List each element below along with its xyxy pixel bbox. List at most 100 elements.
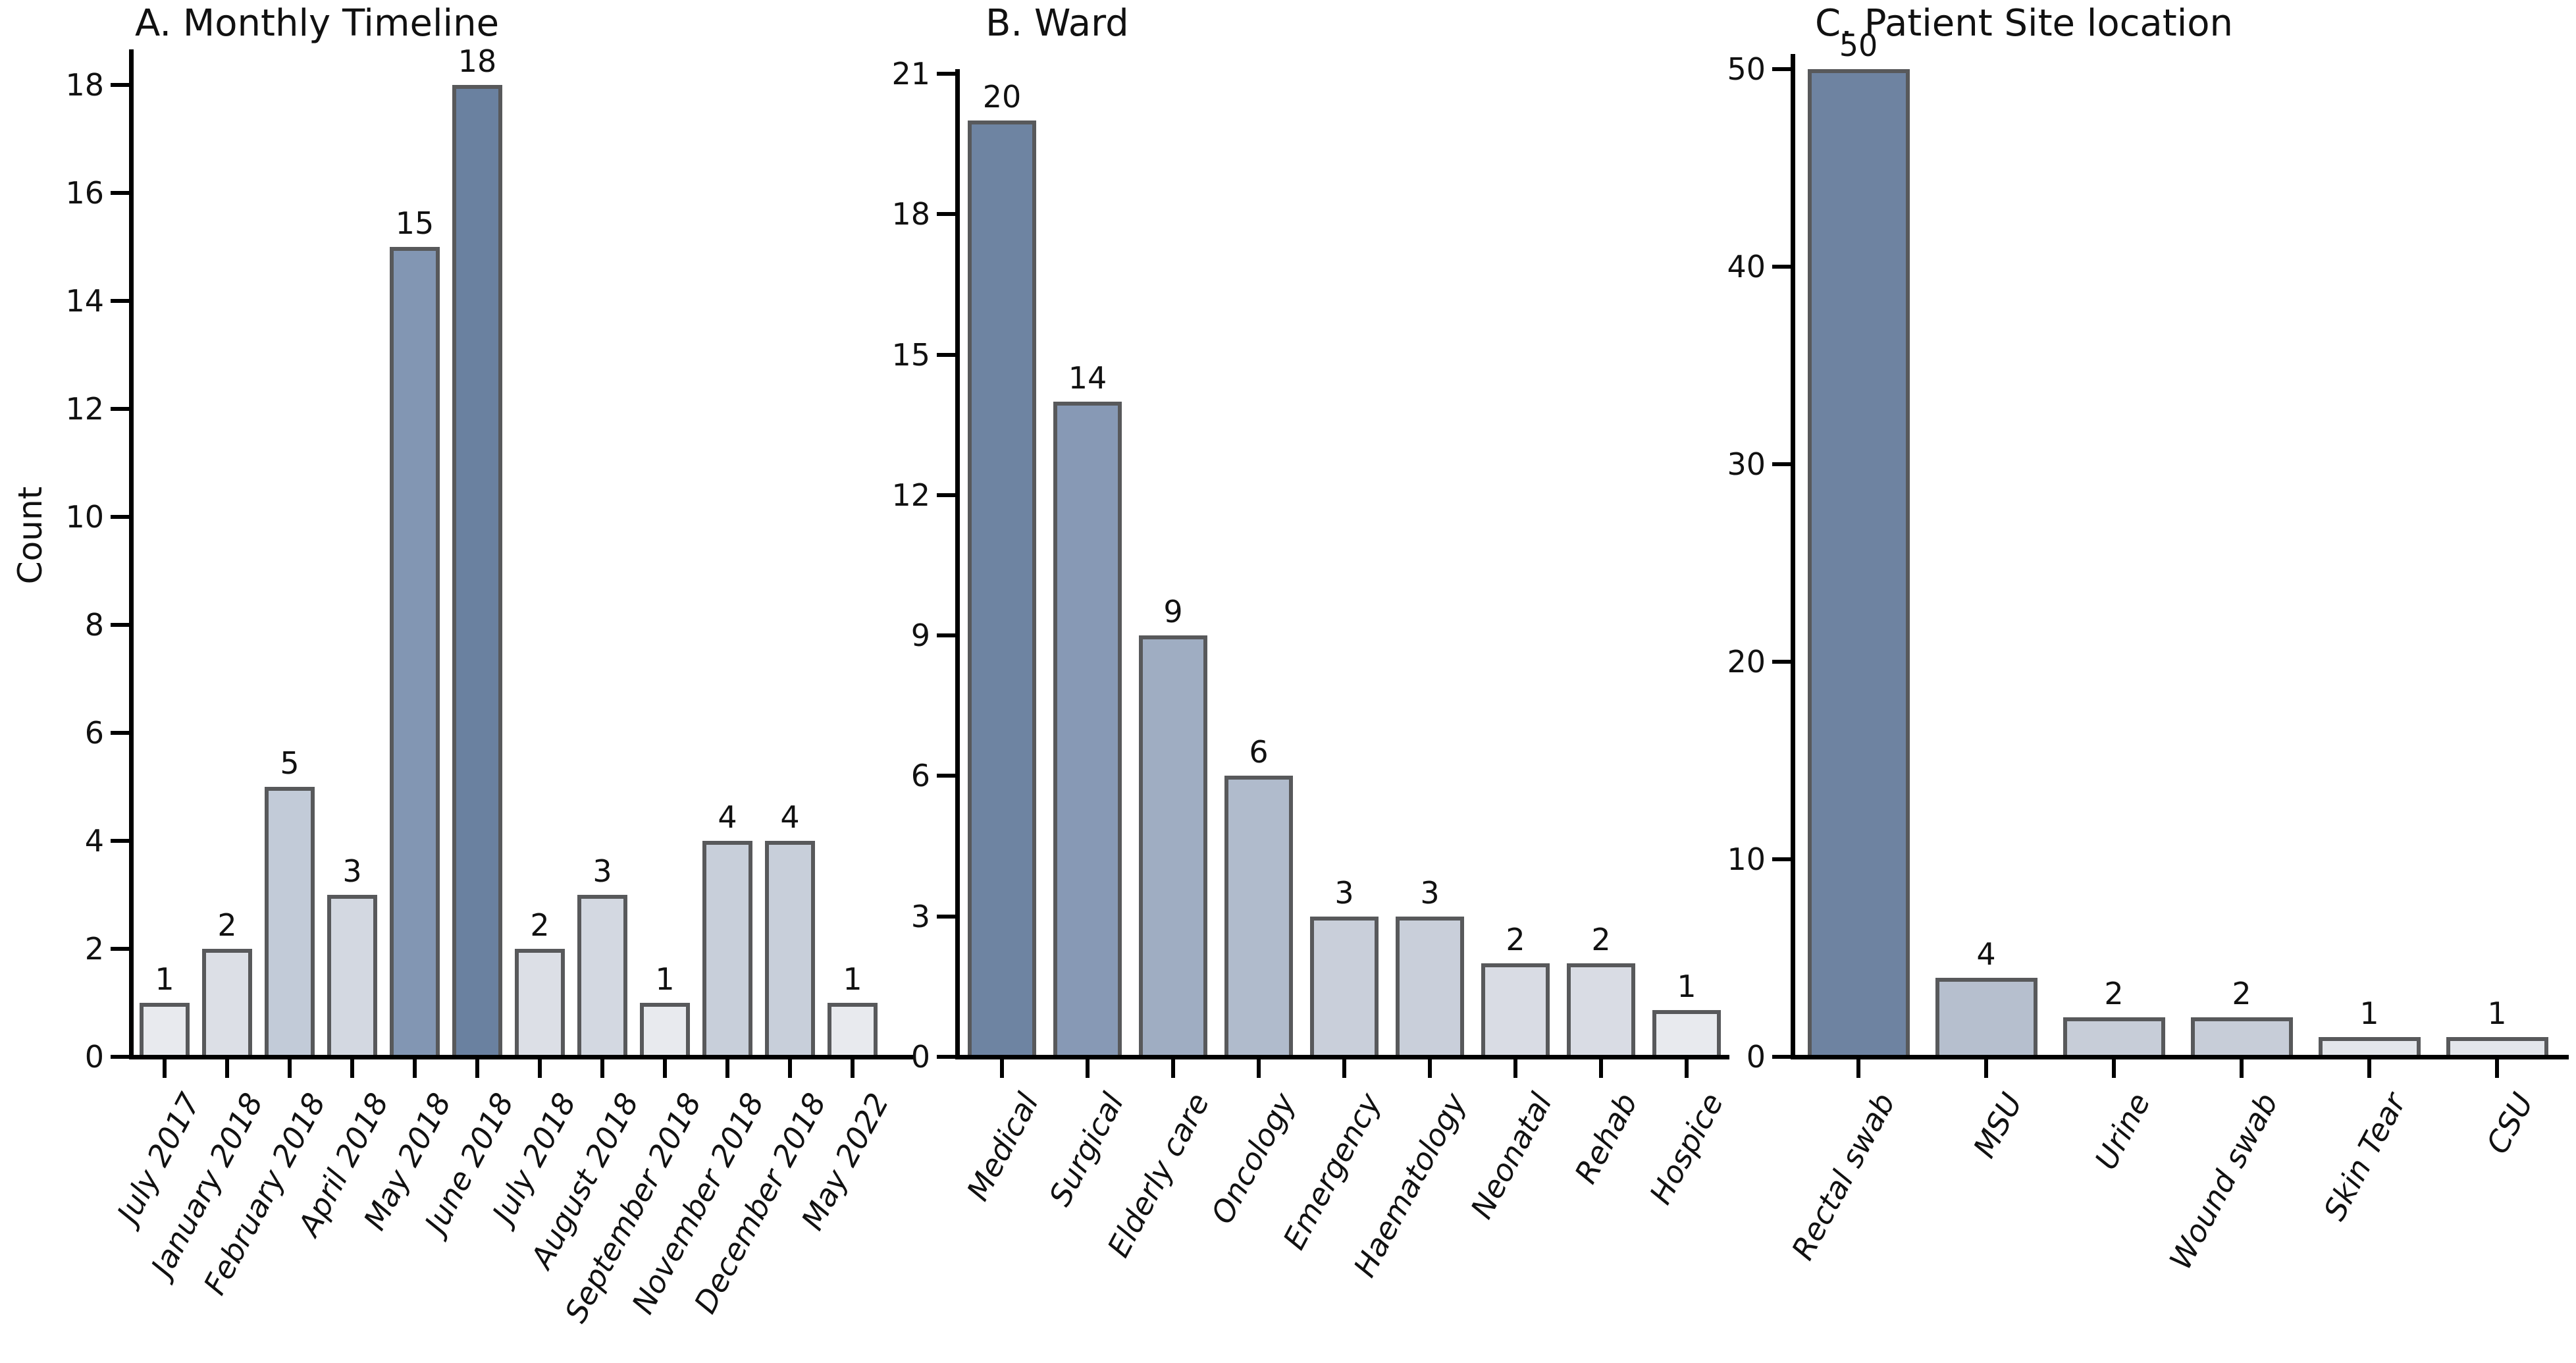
panel-a-ytick-label: 2	[84, 931, 104, 967]
panel-a-xtick	[851, 1059, 854, 1078]
panel-b-xtick-label: Surgical	[1042, 1087, 1131, 1212]
panel-a-ytick	[111, 1055, 129, 1059]
panel-b-bar-value: 1	[1677, 969, 1696, 1004]
panel-a-bar	[327, 895, 377, 1059]
panel-a-bar-value: 4	[780, 799, 800, 835]
panel-a-ytick-label: 14	[65, 283, 104, 319]
panel-c-xtick	[1856, 1059, 1860, 1078]
panel-b-ytick	[937, 72, 955, 76]
panel-b-bar-value: 2	[1506, 922, 1525, 957]
panel-c-bar-value: 1	[2359, 996, 2379, 1031]
panel-b-bar-value: 6	[1249, 734, 1269, 770]
panel-a-ytick-label: 16	[65, 175, 104, 211]
panel-a-bar	[140, 1003, 190, 1059]
panel-c-xtick-label: Skin Tear	[2316, 1087, 2413, 1227]
panel-a-x-axis	[129, 1055, 915, 1059]
panel-c-xtick	[1984, 1059, 1988, 1078]
panel-b-xtick	[1599, 1059, 1603, 1078]
panel-a-bar	[265, 787, 315, 1059]
panel-a-bar-value: 1	[155, 961, 174, 997]
panel-c-xtick	[2112, 1059, 2116, 1078]
panel-a-xtick	[600, 1059, 604, 1078]
panel-a-ytick-label: 6	[84, 715, 104, 751]
panel-b-bar	[1481, 963, 1550, 1059]
panel-a-bar	[702, 841, 752, 1059]
panel-b-title: B. Ward	[986, 2, 1129, 45]
panel-c-bar-value: 4	[1976, 936, 1996, 972]
panel-b-ytick	[937, 353, 955, 357]
panel-a-bar	[515, 949, 565, 1059]
panel-b-ytick	[937, 633, 955, 637]
panel-b-xtick	[1000, 1059, 1004, 1078]
panel-b-ytick	[937, 212, 955, 216]
panel-a-ytick	[111, 731, 129, 735]
panel-b-xtick	[1685, 1059, 1689, 1078]
panel-b-xtick-label: Oncology	[1203, 1087, 1302, 1230]
panel-b-xtick-label: Hospice	[1642, 1087, 1730, 1210]
panel-c-xtick	[2495, 1059, 2499, 1078]
panel-b-bar	[1224, 776, 1293, 1059]
panel-c-ytick-label: 30	[1727, 446, 1766, 482]
panel-b-ytick-label: 3	[910, 899, 930, 934]
panel-a-bar	[202, 949, 252, 1059]
panel-b-bar-value: 20	[982, 79, 1022, 115]
panel-c-xtick-label: CSU	[2479, 1087, 2540, 1160]
y-axis-label: Count	[11, 486, 49, 585]
panel-c-bar	[1808, 69, 1910, 1059]
panel-a-title: A. Monthly Timeline	[135, 2, 500, 45]
panel-b-bar-value: 3	[1334, 875, 1354, 911]
panel-c-bar-value: 2	[2232, 976, 2251, 1011]
panel-b-ytick-label: 18	[891, 196, 930, 232]
panel-c-xtick-label: Urine	[2088, 1087, 2157, 1175]
panel-a-ytick	[111, 83, 129, 87]
panel-c-xtick-label: Rectal swab	[1784, 1087, 1902, 1266]
panel-c-ytick-label: 40	[1727, 249, 1766, 284]
panel-b-xtick	[1342, 1059, 1346, 1078]
panel-b-bar-value: 9	[1163, 594, 1183, 629]
panel-a-ytick	[111, 623, 129, 627]
panel-a-ytick	[111, 515, 129, 519]
panel-c-x-axis	[1791, 1055, 2569, 1059]
panel-a-xtick	[288, 1059, 292, 1078]
panel-c-ytick-label: 10	[1727, 842, 1766, 877]
panel-b-ytick-label: 21	[891, 56, 930, 92]
panel-a-bar-value: 1	[655, 961, 675, 997]
panel-c-ytick	[1772, 857, 1791, 861]
panel-b-bar	[1053, 402, 1122, 1059]
panel-a-bar-value: 3	[342, 853, 362, 889]
panel-b-xtick	[1513, 1059, 1517, 1078]
panel-c-xtick-label: MSU	[1966, 1087, 2030, 1163]
panel-b-xtick	[1171, 1059, 1175, 1078]
panel-b-ytick-label: 6	[910, 758, 930, 793]
panel-c-ytick	[1772, 462, 1791, 466]
panel-a-bar-value: 2	[217, 907, 237, 943]
panel-a-bar-value: 3	[592, 853, 612, 889]
panel-a-bar	[452, 85, 502, 1059]
panel-a-bar-value: 5	[280, 745, 300, 781]
panel-c-bar-value: 50	[1839, 28, 1878, 63]
panel-c-ytick-label: 20	[1727, 644, 1766, 680]
panel-c-ytick	[1772, 660, 1791, 664]
panel-c-bar	[1935, 978, 2037, 1059]
panel-c-ytick-label: 0	[1746, 1039, 1766, 1075]
panel-a-xtick	[225, 1059, 229, 1078]
panel-b-ytick	[937, 1055, 955, 1059]
panel-c-xtick	[2367, 1059, 2371, 1078]
panel-a-xtick	[350, 1059, 354, 1078]
panel-a-ytick-label: 10	[65, 499, 104, 535]
panel-b-y-axis	[955, 69, 960, 1059]
panel-a-bar	[828, 1003, 878, 1059]
panel-a-ytick	[111, 191, 129, 195]
panel-a-ytick-label: 0	[84, 1039, 104, 1075]
panel-c-xtick-label: Wound swab	[2162, 1087, 2285, 1275]
panel-b-bar	[968, 120, 1036, 1059]
panel-b-ytick-label: 0	[910, 1039, 930, 1075]
panel-b-ytick	[937, 493, 955, 497]
panel-c-ytick-label: 50	[1727, 51, 1766, 87]
panel-a-ytick	[111, 299, 129, 303]
panel-b-bar-value: 2	[1591, 922, 1611, 957]
panel-b-bar-value: 3	[1420, 875, 1440, 911]
panel-b-bar-value: 14	[1068, 360, 1107, 396]
panel-b-bar	[1310, 917, 1379, 1059]
panel-b-ytick-label: 15	[891, 337, 930, 373]
